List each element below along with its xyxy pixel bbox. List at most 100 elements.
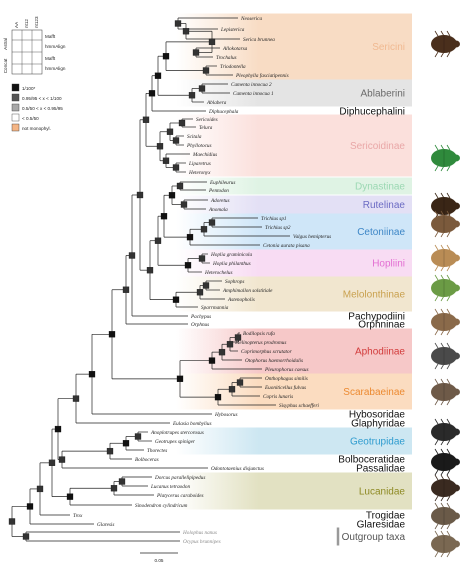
taxon-label: Eulasia bombylius (172, 421, 211, 427)
legend-swatch (11, 83, 20, 92)
group-label: Scarabaeinae (343, 387, 405, 398)
node-support-marker (192, 49, 200, 56)
beetle-photo (431, 30, 460, 58)
beetle-photo (431, 210, 460, 238)
taxon-label: Orphnus (191, 322, 209, 328)
taxon-label: Allokotarsa (222, 46, 248, 52)
node-support-marker (172, 164, 180, 171)
group-label: Ablaberini (361, 89, 405, 100)
taxon-label: Onthophagus similis (265, 376, 308, 382)
taxon-label: Camenta innocua 2 (231, 82, 272, 88)
taxon-label: Valgus hemipterus (293, 234, 331, 240)
group-label: Orphninae (358, 320, 405, 331)
taxon-label: Heterochelus (204, 270, 232, 276)
taxon-label: Pachypus (190, 314, 211, 320)
beetle-photo (431, 378, 460, 406)
node-support-marker (162, 157, 170, 164)
legend-swatch (11, 113, 20, 122)
legend-column-header: nt123 (34, 16, 39, 28)
node-support-marker (154, 237, 162, 244)
clade-band (176, 276, 412, 312)
node-support-marker (48, 459, 56, 466)
group-label: Rutelinae (363, 200, 406, 211)
taxon-label: Trochalus (216, 55, 237, 61)
taxon-label: Heteronyx (188, 170, 211, 176)
beetle-photo (431, 144, 460, 172)
taxon-label: Euoniticellus fulvus (264, 384, 306, 391)
clade-band (176, 195, 412, 214)
node-support-marker (8, 518, 16, 525)
taxon-label: Pleurophorus caesus (264, 367, 308, 373)
node-support-marker (228, 386, 236, 393)
group-label: Hybosoridae (349, 410, 406, 421)
node-support-marker (196, 289, 204, 296)
group-label: Sericoidinae (350, 141, 405, 152)
node-support-marker (148, 90, 156, 97)
node-support-marker (134, 433, 142, 440)
group-label: Geotrupidae (350, 437, 405, 448)
taxon-label: Camenta innocua 1 (233, 91, 274, 97)
legend-item-label: not monophyl. (22, 126, 51, 131)
taxon-label: Serica brunnea (243, 37, 275, 43)
beetle-photo (431, 274, 460, 302)
taxon-label: Astenopholis (227, 297, 255, 303)
node-support-marker (202, 282, 210, 289)
legend-item-label: < 0.5/50 (22, 116, 39, 121)
taxon-label: Triodontella (220, 64, 246, 70)
clade-band (176, 472, 412, 510)
beetle-photo (431, 308, 460, 336)
group-label: Sericini (372, 42, 405, 53)
node-support-marker (142, 116, 150, 123)
group-label: Lucanidae (359, 487, 406, 498)
taxon-label: Holophus nanus (182, 530, 217, 536)
support-markers (8, 20, 244, 540)
taxon-label: Pleophylla fasciatipennis (235, 72, 289, 79)
node-support-marker (176, 182, 184, 190)
node-support-marker (110, 485, 118, 492)
group-label: Dynastinae (355, 182, 405, 193)
legend-item-label: 1/100* (22, 86, 35, 91)
beetle-photo (431, 448, 460, 476)
scale-bar: 0.05 (140, 552, 178, 563)
beetle-photo (431, 192, 460, 220)
node-support-marker (160, 213, 168, 220)
node-support-marker (200, 226, 208, 233)
node-support-marker (108, 331, 116, 338)
taxon-label: Melinopterus prodromus (234, 340, 286, 346)
group-label: Pachypodiini (348, 312, 405, 323)
node-support-marker (22, 533, 30, 540)
group-label: Bolboceratidae (338, 455, 405, 466)
group-label: Outgroup taxa (342, 532, 406, 543)
node-support-marker (162, 53, 170, 60)
node-support-marker (118, 478, 126, 485)
node-support-marker (184, 262, 192, 269)
taxon-label: Amphimallon solstitiale (222, 288, 273, 294)
node-support-marker (198, 85, 206, 92)
taxon-label: Phyllotocus (186, 143, 212, 149)
taxon-label: Hybosorus (214, 412, 237, 418)
clade-band (176, 249, 412, 277)
node-support-marker (154, 72, 162, 79)
scale-bar-label: 0.05 (155, 558, 164, 563)
node-support-marker (234, 334, 242, 341)
node-support-marker (208, 38, 216, 46)
taxon-label: Lepisterica (220, 27, 245, 33)
node-support-marker (72, 395, 80, 402)
group-label: Diphucephalini (339, 107, 405, 118)
taxon-label: Diphucephala (208, 109, 239, 115)
node-support-marker (178, 119, 186, 127)
taxon-label: Adoretus (210, 198, 230, 204)
taxon-label: Bodilopsis rufa (243, 330, 275, 337)
taxon-label: Anomala (208, 207, 228, 213)
legend-swatch (11, 123, 20, 132)
taxon-label: Sinodendron cylindricum (135, 503, 188, 509)
taxon-label: Glaresis (97, 522, 114, 528)
node-support-marker (106, 447, 114, 455)
taxon-label: Ocypus brunnipes (183, 539, 221, 545)
legend-item-label: 0.5/50 < x < 0.95/95 (22, 106, 63, 111)
node-support-marker (166, 128, 174, 135)
node-support-marker (128, 252, 136, 259)
node-support-marker (174, 20, 182, 27)
legend-row-label: hmmAlign (45, 44, 66, 49)
beetle-photo (431, 502, 460, 530)
